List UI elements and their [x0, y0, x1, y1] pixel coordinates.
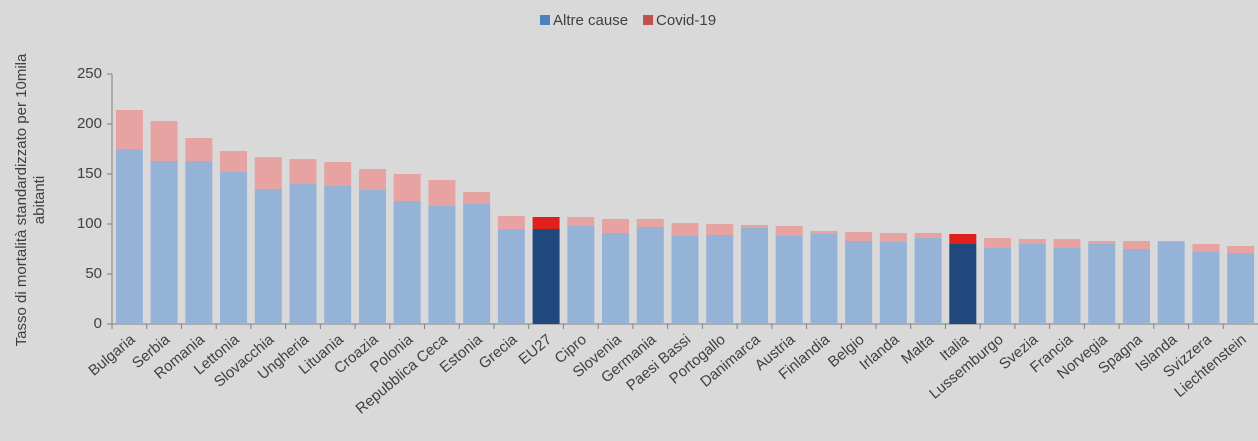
bar-segment [532, 217, 560, 229]
bar-segment [879, 233, 907, 242]
bar-segment [671, 236, 699, 324]
bar-segment [810, 234, 838, 324]
bar-segment [463, 204, 491, 324]
bar-segment [740, 225, 768, 228]
legend-swatch [643, 15, 654, 25]
bar-segment [636, 219, 664, 227]
bar-segment [740, 228, 768, 324]
bar-segment [150, 121, 178, 161]
bar-segment [324, 186, 352, 324]
bar-segment [358, 169, 386, 190]
bar-segment [393, 174, 421, 201]
y-axis-title: Tasso di mortalità standardizzato per 10… [13, 53, 48, 346]
bar-segment [1122, 241, 1150, 249]
y-axis-title-line: abitanti [31, 176, 48, 224]
bar-segment [1227, 253, 1255, 324]
bar-segment [810, 231, 838, 234]
bar-segment [1192, 252, 1220, 324]
bar-segment [254, 157, 282, 189]
bar-segment [497, 216, 525, 229]
bar-segment [845, 241, 873, 324]
bar-segment [914, 233, 942, 238]
legend-swatch [540, 15, 550, 25]
bar-segment [706, 235, 734, 324]
y-tick-label: 50 [85, 265, 102, 282]
legend-label: Altre cause [553, 12, 628, 29]
bar-segment [289, 184, 317, 324]
bar-segment [393, 201, 421, 324]
bar-segment [254, 189, 282, 324]
y-tick-label: 250 [77, 65, 102, 82]
legend: Altre cause Covid-19 [540, 12, 716, 29]
bar-segment [532, 229, 560, 324]
bar-segment [602, 219, 630, 233]
bar-segment [428, 206, 456, 324]
bar-segment [1053, 239, 1081, 248]
bar-segment [636, 227, 664, 324]
bar-segment [358, 190, 386, 324]
bar-segment [1053, 248, 1081, 324]
bar-segment [185, 161, 213, 324]
bar-segment [1018, 239, 1046, 244]
bar-segment [115, 110, 143, 149]
y-tick-label: 150 [77, 165, 102, 182]
bar-segment [1227, 246, 1255, 253]
bar-segment [150, 161, 178, 324]
bar-segment [775, 226, 803, 236]
bar-segment [1157, 242, 1185, 324]
bar-segment [324, 162, 352, 186]
legend-label: Covid-19 [656, 12, 716, 29]
bar-segment [185, 138, 213, 161]
bar-segment [115, 149, 143, 324]
bar-segment [463, 192, 491, 204]
bar-segment [984, 238, 1012, 248]
bar-segment [879, 242, 907, 324]
bar-segment [567, 226, 595, 324]
bar-segment [220, 172, 248, 324]
bar-segment [1088, 244, 1116, 324]
y-tick-label: 100 [77, 215, 102, 232]
bar-segment [497, 229, 525, 324]
y-axis-title-line: Tasso di mortalità standardizzato per 10… [13, 53, 30, 346]
bar-segment [775, 236, 803, 324]
bar-segment [914, 238, 942, 324]
bar-segment [706, 224, 734, 235]
bar-segment [428, 180, 456, 206]
bar-segment [220, 151, 248, 172]
bar-segment [289, 159, 317, 184]
bar-segment [1192, 244, 1220, 252]
bar-segment [984, 248, 1012, 324]
bar-segment [1018, 244, 1046, 324]
bar-segment [1157, 241, 1185, 242]
bar-segment [602, 233, 630, 324]
bar-segment [949, 244, 977, 324]
bar-segment [1088, 241, 1116, 244]
y-tick-label: 0 [94, 315, 102, 332]
bar-segment [949, 234, 977, 244]
bar-segment [1122, 249, 1150, 324]
bar-segment [567, 217, 595, 226]
bar-segment [845, 232, 873, 241]
bar-segment [671, 223, 699, 236]
y-tick-label: 200 [77, 115, 102, 132]
